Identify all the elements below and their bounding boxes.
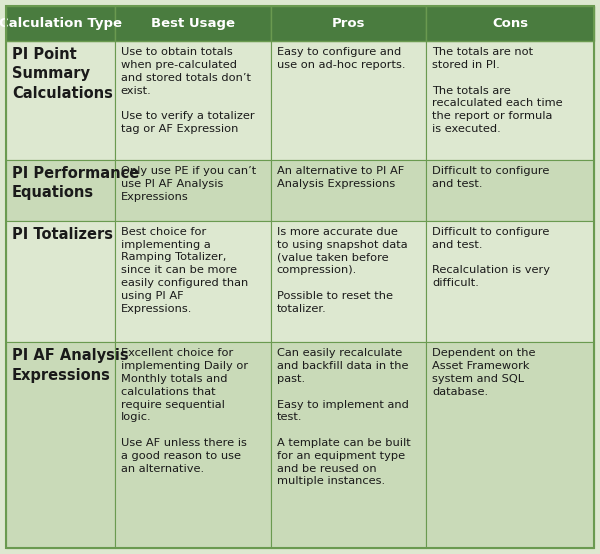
Bar — [427, 342, 594, 548]
Bar — [6, 41, 115, 160]
Bar — [115, 342, 271, 548]
Bar — [271, 221, 427, 342]
Text: Best Usage: Best Usage — [151, 17, 235, 30]
Bar — [427, 41, 594, 160]
Bar — [271, 41, 427, 160]
Text: PI Totalizers: PI Totalizers — [12, 227, 113, 242]
Bar — [115, 160, 271, 221]
Text: Difficult to configure
and test.

Recalculation is very
difficult.: Difficult to configure and test. Recalcu… — [433, 227, 550, 288]
Bar — [6, 221, 115, 342]
Text: PI Performance
Equations: PI Performance Equations — [12, 166, 139, 200]
Bar — [6, 6, 115, 41]
Text: Pros: Pros — [332, 17, 365, 30]
Bar — [427, 160, 594, 221]
Bar — [115, 6, 271, 41]
Text: Can easily recalculate
and backfill data in the
past.

Easy to implement and
tes: Can easily recalculate and backfill data… — [277, 348, 410, 486]
Text: Easy to configure and
use on ad-hoc reports.: Easy to configure and use on ad-hoc repo… — [277, 47, 405, 70]
Text: An alternative to PI AF
Analysis Expressions: An alternative to PI AF Analysis Express… — [277, 166, 404, 189]
Bar — [271, 160, 427, 221]
Text: Difficult to configure
and test.: Difficult to configure and test. — [433, 166, 550, 189]
Text: PI AF Analysis
Expressions: PI AF Analysis Expressions — [12, 348, 128, 383]
Text: Use to obtain totals
when pre-calculated
and stored totals don’t
exist.

Use to : Use to obtain totals when pre-calculated… — [121, 47, 254, 134]
Bar — [427, 221, 594, 342]
Bar — [115, 221, 271, 342]
Text: The totals are not
stored in PI.

The totals are
recalculated each time
the repo: The totals are not stored in PI. The tot… — [433, 47, 563, 134]
Text: Only use PE if you can’t
use PI AF Analysis
Expressions: Only use PE if you can’t use PI AF Analy… — [121, 166, 256, 202]
Bar — [271, 342, 427, 548]
Bar — [6, 160, 115, 221]
Bar — [6, 342, 115, 548]
Text: Cons: Cons — [492, 17, 528, 30]
Text: Excellent choice for
implementing Daily or
Monthly totals and
calculations that
: Excellent choice for implementing Daily … — [121, 348, 248, 474]
Text: Is more accurate due
to using snapshot data
(value taken before
compression).

P: Is more accurate due to using snapshot d… — [277, 227, 407, 314]
Text: Best choice for
implementing a
Ramping Totalizer,
since it can be more
easily co: Best choice for implementing a Ramping T… — [121, 227, 248, 314]
Bar — [115, 41, 271, 160]
Text: Dependent on the
Asset Framework
system and SQL
database.: Dependent on the Asset Framework system … — [433, 348, 536, 397]
Bar — [271, 6, 427, 41]
Bar — [427, 6, 594, 41]
Text: PI Point
Summary
Calculations: PI Point Summary Calculations — [12, 47, 113, 101]
Text: Calculation Type: Calculation Type — [0, 17, 122, 30]
